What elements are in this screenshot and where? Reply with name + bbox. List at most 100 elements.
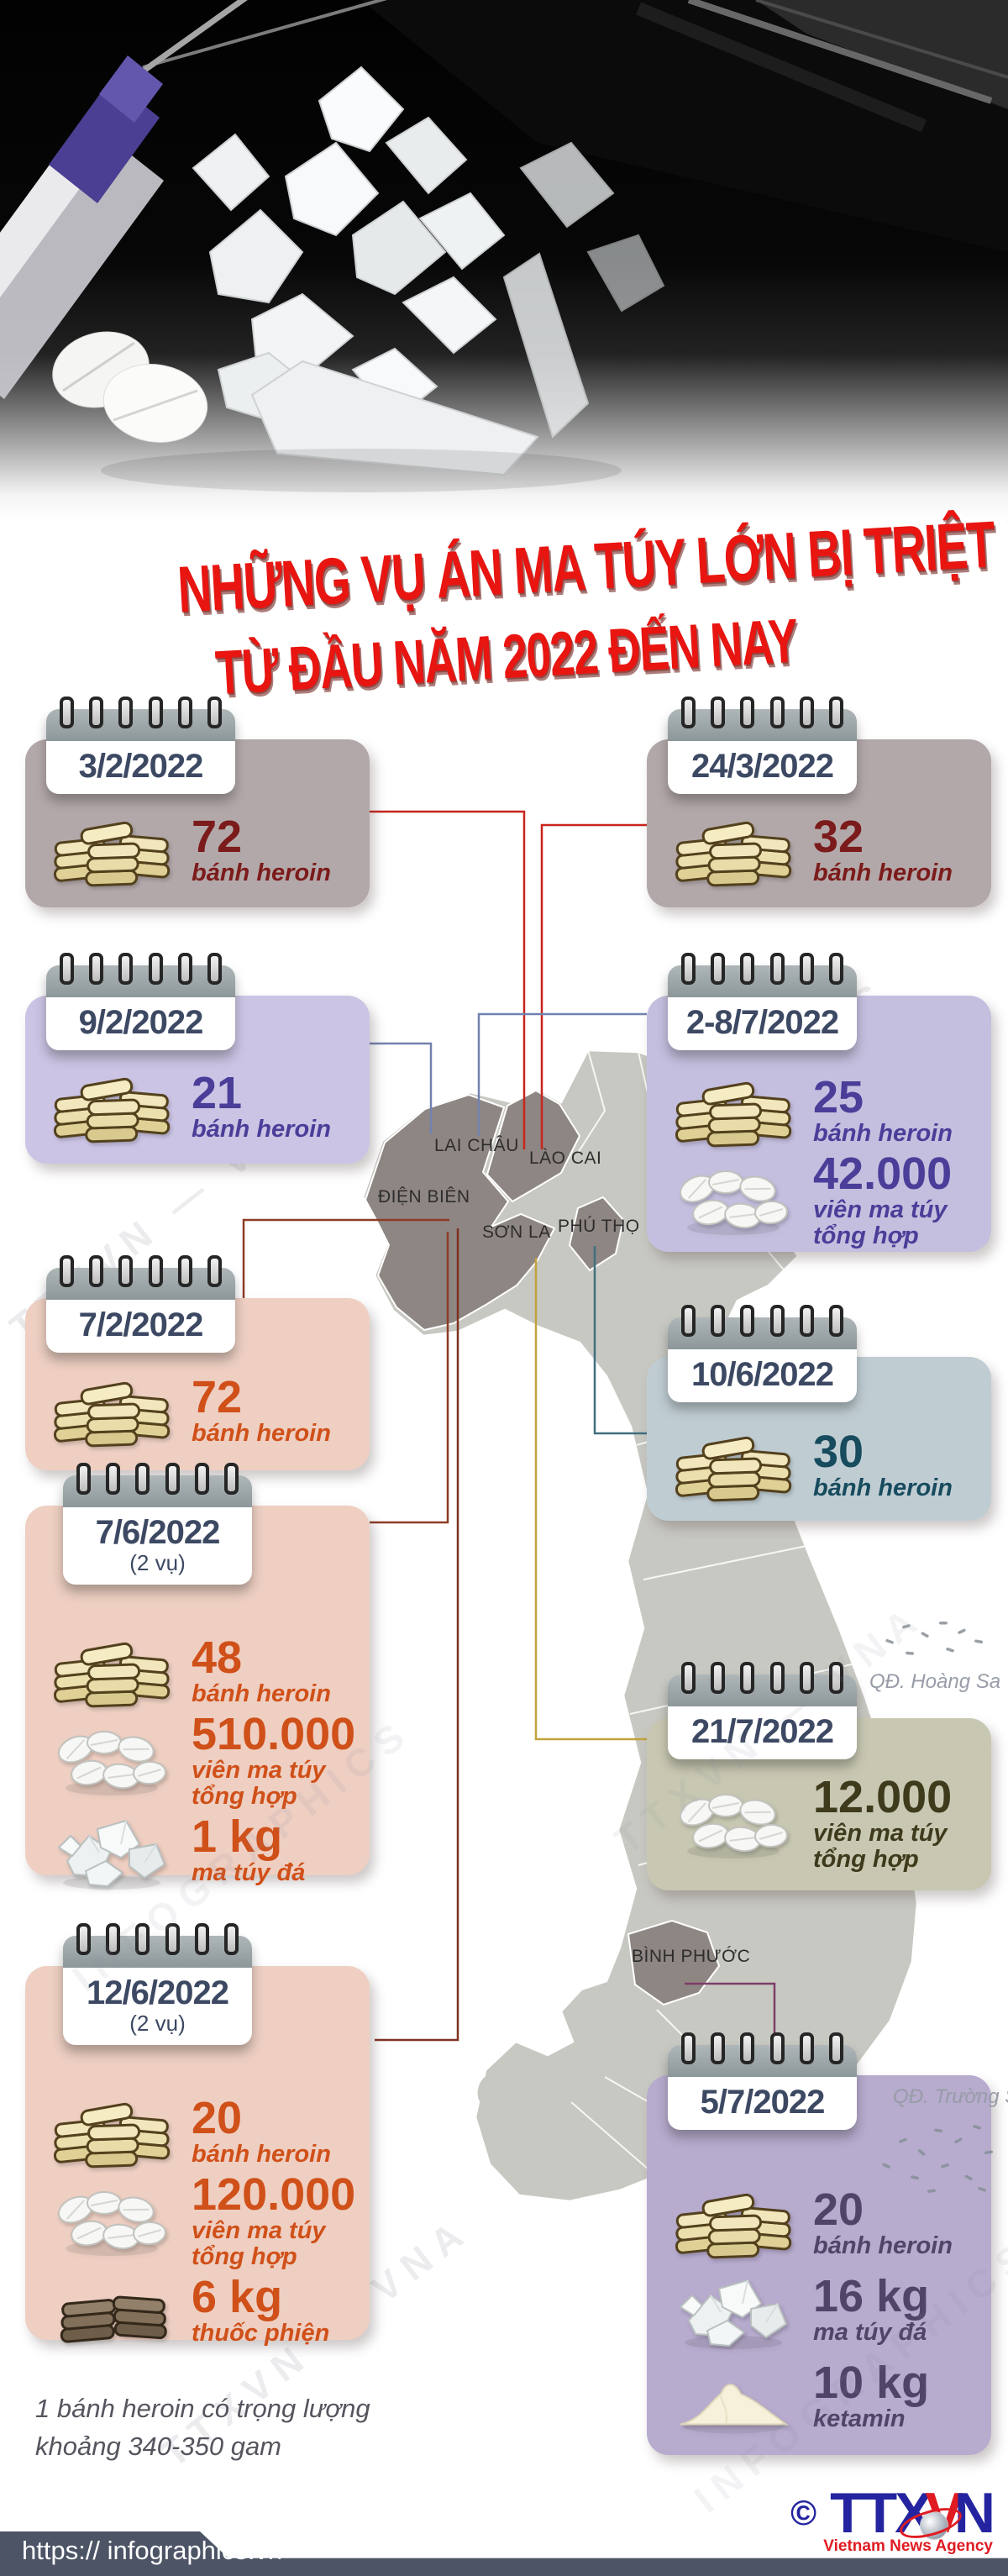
case-date: 24/3/2022	[691, 748, 834, 785]
syringe-icon	[0, 0, 388, 399]
seizure-label: bánh heroin	[192, 1420, 331, 1448]
map-label-hoang-sa: QĐ. Hoàng Sa	[869, 1670, 1001, 1693]
case-card-5-7-2022: 5/7/2022 20 bánh heroin 16 kg ma túy đá …	[647, 2032, 991, 2455]
calendar-flag: 5/7/2022	[668, 2032, 857, 2130]
map-label-binh-phuoc: BÌNH PHƯỚC	[632, 1947, 751, 1966]
seizure-value: 72	[192, 811, 243, 862]
seizure-value: 21	[192, 1067, 243, 1118]
heroin-bricks-icon	[50, 1641, 173, 1708]
heroin-bricks-icon	[672, 819, 795, 887]
logo-n: N	[953, 2481, 995, 2545]
seizure-label: viên ma túy tổng hợp	[813, 1196, 948, 1250]
seizure-item: 32 bánh heroin	[670, 811, 973, 891]
seizure-value: 20	[192, 2093, 243, 2144]
seizure-label: viên ma túy tổng hợp	[192, 1757, 326, 1811]
seizure-value: 6 kg	[192, 2272, 283, 2322]
map-label-truong-sa: QĐ. Trường Sa	[893, 2085, 1008, 2108]
seizure-label: viên ma túy tổng hợp	[192, 2217, 326, 2271]
seizure-item: 48 bánh heroin	[49, 1632, 351, 1711]
footnote-line1: 1 bánh heroin có trọng lượng	[35, 2394, 370, 2423]
heroin-bricks-icon	[672, 2192, 795, 2259]
seizure-item: 72 bánh heroin	[49, 1371, 351, 1451]
pills-icon	[54, 2191, 167, 2258]
seizure-item: 30 bánh heroin	[670, 1426, 973, 1506]
calendar-rings-icon	[681, 953, 843, 985]
seizure-label: bánh heroin	[813, 1475, 953, 1502]
seizure-value: 16 kg	[813, 2270, 930, 2321]
case-card-3-2-2022: 3/2/2022 72 bánh heroin	[25, 697, 370, 907]
seizure-value: 10 kg	[813, 2358, 930, 2409]
crystal-icon	[680, 2279, 787, 2350]
calendar-flag: 10/6/2022	[668, 1305, 857, 1402]
calendar-rings-icon	[60, 697, 222, 728]
seizure-item: 12.000 viên ma túy tổng hợp	[670, 1774, 973, 1874]
opium-bricks-icon	[57, 2295, 170, 2343]
seizure-label: ma túy đá	[813, 2318, 927, 2346]
case-date: 9/2/2022	[78, 1004, 204, 1041]
seizure-label: viên ma túy tổng hợp	[813, 1819, 948, 1874]
case-date: 7/6/2022	[95, 1514, 221, 1551]
drugs-photo	[0, 0, 1008, 521]
seizure-item: 16 kg ma túy đá	[670, 2270, 973, 2350]
case-date: 12/6/2022	[87, 1974, 229, 2011]
seizure-value: 1 kg	[192, 1811, 283, 1862]
map-label-lai-chau: LAI CHÂU	[434, 1136, 519, 1155]
case-card-21-7-2022: 21/7/2022 12.000 viên ma túy tổng hợp	[647, 1662, 991, 1890]
map-label-phu-tho: PHÚ THỌ	[558, 1217, 640, 1236]
metal-streaks	[635, 0, 1008, 133]
case-card-2-8-7-2022: 2-8/7/2022 25 bánh heroin 42.000 viên ma…	[647, 953, 991, 1252]
calendar-flag: 3/2/2022	[46, 697, 235, 794]
seizure-value: 120.000	[192, 2169, 356, 2220]
seizure-label: thuốc phiện	[192, 2320, 330, 2347]
case-date: 7/2/2022	[78, 1306, 204, 1343]
drugs-photo-art	[0, 0, 1008, 492]
seizure-value: 20	[813, 2184, 864, 2235]
calendar-rings-icon	[60, 1255, 222, 1287]
truong-sa-islands-icon	[882, 2125, 993, 2193]
seizure-label: bánh heroin	[813, 2232, 953, 2259]
seizure-item: 20 bánh heroin	[670, 2183, 973, 2263]
case-card-7-2-2022: 7/2/2022 72 bánh heroin	[25, 1255, 370, 1470]
calendar-flag: 7/6/2022 (2 vụ)	[63, 1463, 252, 1585]
copyright-icon: ©	[790, 2493, 817, 2532]
seizure-item: 120.000 viên ma túy tổng hợp	[49, 2171, 355, 2271]
seizure-label: ketamin	[813, 2405, 906, 2433]
seizure-item: 25 bánh heroin	[670, 1071, 973, 1151]
heroin-bricks-icon	[50, 1075, 173, 1143]
calendar-rings-icon	[76, 1463, 239, 1495]
seizure-value: 510.000	[192, 1709, 356, 1759]
heroin-weight-footnote: 1 bánh heroin có trọng lượng khoảng 340-…	[35, 2390, 370, 2466]
pills-photo	[52, 331, 208, 443]
case-card-9-2-2022: 9/2/2022 21 bánh heroin	[25, 953, 370, 1164]
calendar-flag: 7/2/2022	[46, 1255, 235, 1353]
calendar-rings-icon	[681, 1662, 843, 1694]
seizure-item: 1 kg ma túy đá	[49, 1811, 351, 1890]
calendar-flag: 12/6/2022 (2 vụ)	[63, 1923, 252, 2045]
seizure-label: bánh heroin	[813, 859, 953, 886]
seizure-label: bánh heroin	[192, 859, 331, 886]
seizure-label: ma túy đá	[192, 1859, 306, 1887]
seizure-item: 72 bánh heroin	[49, 811, 351, 891]
calendar-flag: 21/7/2022	[668, 1662, 857, 1759]
seizure-item: 510.000 viên ma túy tổng hợp	[49, 1711, 355, 1811]
case-note: (2 vụ)	[129, 1550, 186, 1575]
crystal-meth-pile	[192, 66, 665, 476]
map-label-lao-cai: LÀO CAI	[529, 1149, 602, 1168]
footer-url: https:// infographics.vn	[22, 2536, 283, 2565]
seizure-value: 30	[813, 1427, 864, 1478]
case-date: 21/7/2022	[691, 1713, 834, 1750]
calendar-flag: 2-8/7/2022	[668, 953, 857, 1050]
map-label-dien-bien: ĐIỆN BIÊN	[378, 1187, 470, 1207]
footnote-line2: khoảng 340-350 gam	[35, 2431, 282, 2461]
heroin-bricks-icon	[50, 1380, 173, 1448]
globe-icon	[921, 2512, 948, 2539]
crystal-icon	[58, 1819, 165, 1890]
seizure-item: 6 kg thuốc phiện	[49, 2271, 351, 2351]
phu-quoc-island	[477, 2074, 501, 2106]
agency-subtitle: Vietnam News Agency	[823, 2537, 993, 2555]
heroin-bricks-icon	[672, 1080, 795, 1148]
hoang-sa-islands-icon	[885, 1622, 983, 1655]
heroin-bricks-icon	[672, 1435, 795, 1502]
seizure-value: 25	[813, 1072, 864, 1123]
